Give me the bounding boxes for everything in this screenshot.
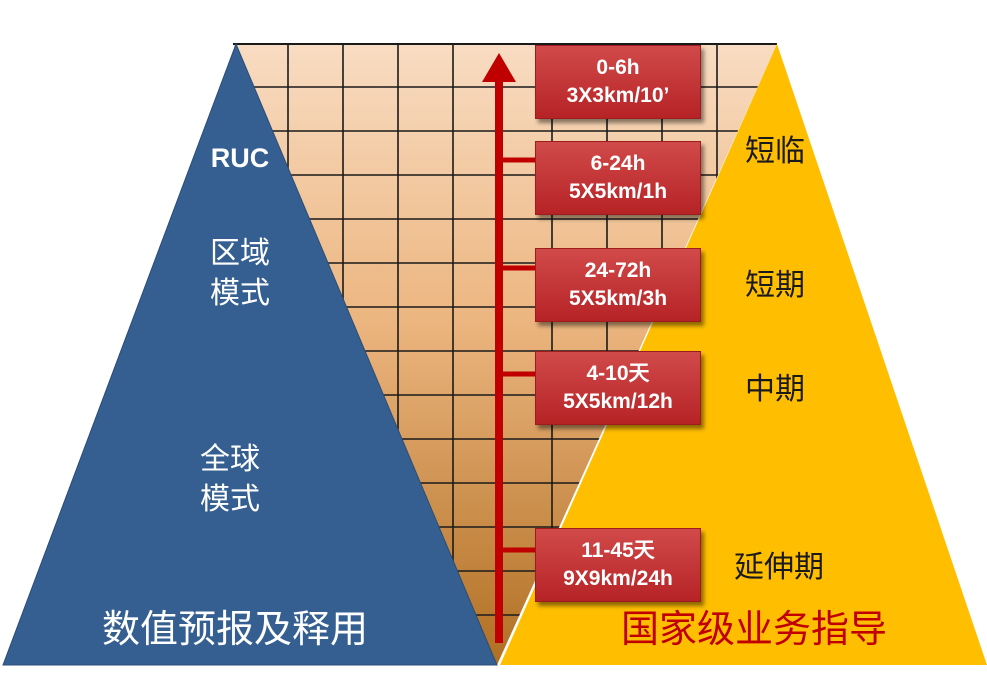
left-pyramid-shape: [2, 42, 498, 666]
timeline-box-11-45d: 11-45天 9X9km/24h: [535, 528, 701, 602]
timeline-box-0-6h: 0-6h 3X3km/10’: [535, 45, 701, 119]
left-bottom-label: 数值预报及释用: [101, 607, 368, 651]
timeline-box-24-72h: 24-72h 5X5km/3h: [535, 248, 701, 322]
label-short-range: 短期: [745, 268, 805, 303]
box-resolution: 5X5km/1h: [568, 180, 668, 203]
timeline-box-4-10d: 4-10天 5X5km/12h: [535, 351, 701, 425]
box-resolution: 9X9km/24h: [563, 567, 673, 590]
label-extended-range: 延伸期: [734, 550, 824, 585]
label-medium-range: 中期: [745, 372, 805, 407]
right-pyramid-shape: [500, 44, 987, 665]
label-regional-model: 区域 模式: [210, 236, 270, 311]
box-resolution: 5X5km/3h: [568, 287, 668, 310]
box-range: 4-10天: [586, 362, 650, 385]
label-short-nowcast: 短临: [745, 134, 805, 169]
label-global-model: 全球 模式: [200, 442, 260, 517]
box-range: 6-24h: [590, 152, 646, 175]
label-ruc: RUC: [210, 143, 270, 173]
box-range: 24-72h: [584, 259, 652, 282]
box-resolution: 5X5km/12h: [563, 390, 673, 413]
timeline-box-6-24h: 6-24h 5X5km/1h: [535, 141, 701, 215]
right-bottom-label: 国家级业务指导: [620, 607, 887, 651]
box-range: 11-45天: [581, 539, 655, 562]
box-range: 0-6h: [596, 56, 640, 79]
box-resolution: 3X3km/10’: [566, 84, 670, 107]
timeline-arrow: [482, 53, 535, 643]
